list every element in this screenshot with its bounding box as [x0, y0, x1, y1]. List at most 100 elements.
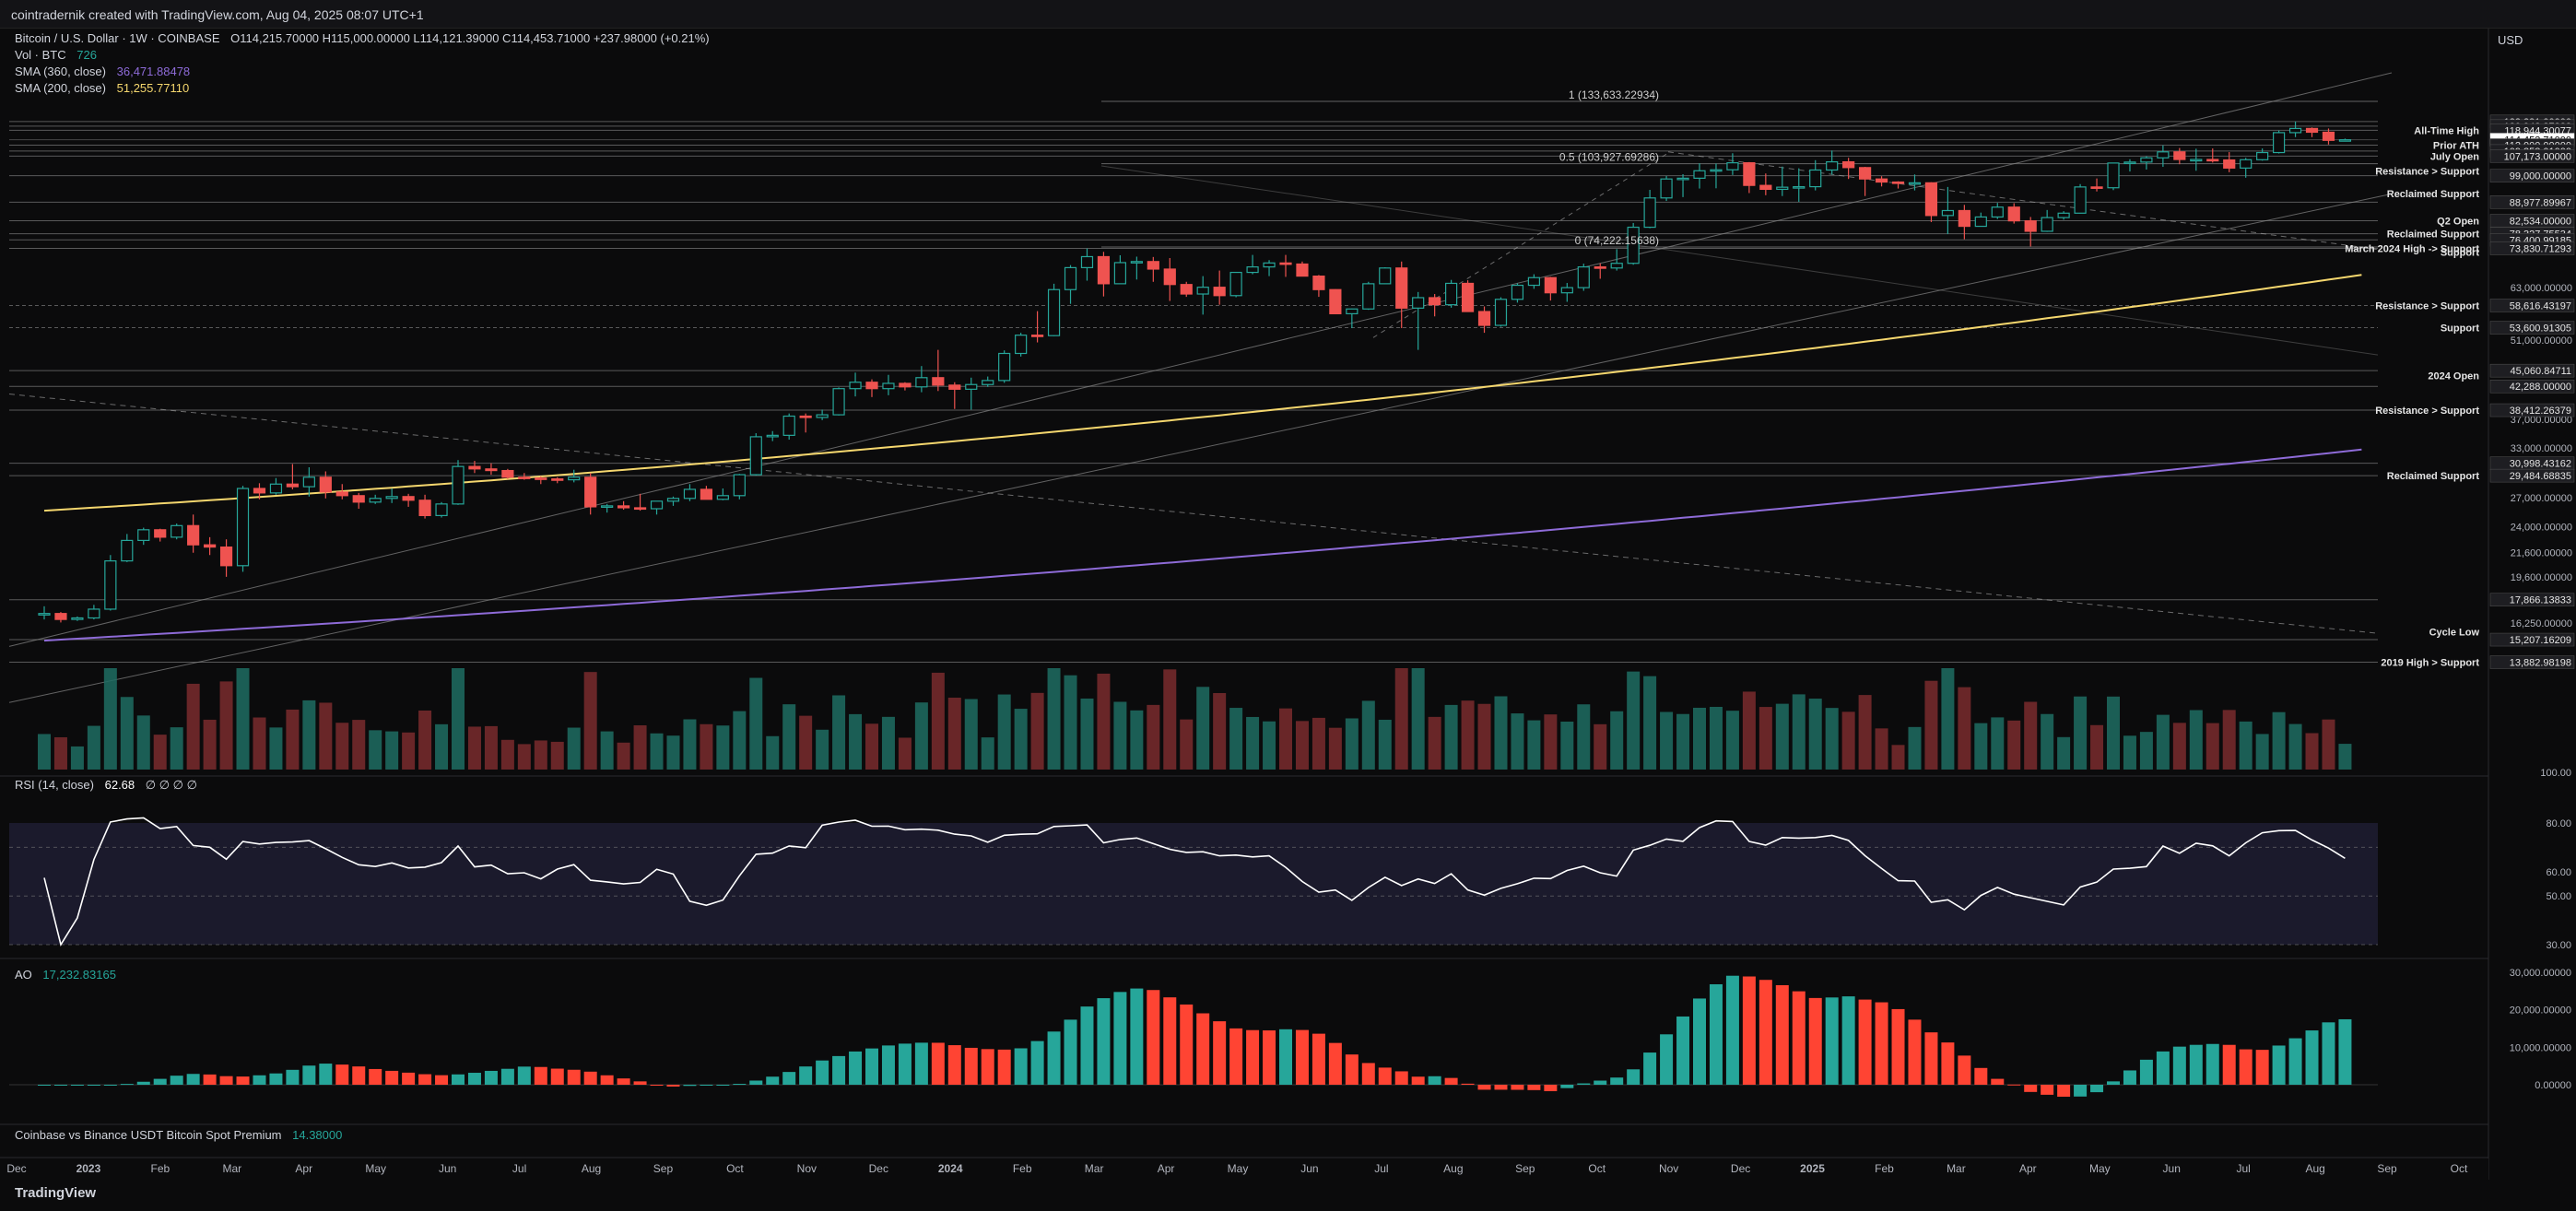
ao-bar: [832, 1055, 846, 1085]
candle: [716, 488, 729, 500]
level-label: Resistance > Support: [2375, 300, 2479, 312]
candle-body: [1015, 335, 1028, 355]
volume-bar: [898, 737, 912, 770]
ao-bar: [38, 1085, 51, 1086]
volume-legend[interactable]: Vol · BTC 726: [15, 48, 97, 62]
candle-body: [335, 491, 348, 497]
axis-tag-label: 73,830.71293: [2510, 243, 2571, 254]
ao-bar: [1328, 1042, 1342, 1085]
ao-bar: [1064, 1019, 1077, 1085]
ao-bar: [1875, 1002, 1888, 1085]
candles[interactable]: [38, 121, 2352, 623]
volume-bar: [467, 726, 481, 770]
axis-tag-label: 17,866.13833: [2510, 595, 2571, 606]
candle: [568, 469, 581, 483]
candle: [1113, 254, 1127, 285]
volume-bar: [2057, 736, 2071, 770]
volume-bar: [782, 704, 796, 770]
ao-bar: [236, 1076, 250, 1085]
currency-label[interactable]: USD: [2498, 33, 2523, 47]
ao-bar: [2139, 1059, 2153, 1085]
candle: [932, 349, 945, 392]
candle-body: [1809, 169, 1822, 188]
candle-body: [915, 377, 928, 388]
volume-bar: [1444, 704, 1458, 770]
candle: [1941, 186, 1954, 235]
ao-bar: [2255, 1050, 2269, 1085]
footer-bg: [0, 1180, 2576, 1211]
candle-body: [2024, 220, 2037, 232]
candle-body: [2223, 159, 2236, 169]
ao-bar: [633, 1081, 647, 1085]
volume-bar: [1428, 716, 1441, 770]
volume-bar: [849, 713, 863, 770]
candle-body: [435, 503, 448, 516]
rsi-legend[interactable]: RSI (14, close) 62.68 ∅ ∅ ∅ ∅: [15, 778, 197, 793]
candle-body: [1379, 267, 1392, 285]
ao-bar: [70, 1085, 84, 1086]
price-axis[interactable]: 100,000.0000063,000.0000051,000.0000037,…: [2489, 28, 2576, 1180]
candle: [335, 484, 348, 500]
candle-body: [352, 495, 365, 503]
volume-bar: [1180, 719, 1194, 770]
time-axis[interactable]: Dec 2023 Feb Mar Apr May Jun Jul Aug Sep Oct Nov Dec…: [0, 1158, 2576, 1211]
ao-legend[interactable]: AO 17,232.83165: [15, 968, 116, 982]
time-tick: Jul: [512, 1162, 526, 1175]
candle: [1875, 176, 1888, 187]
level-label: All-Time High: [2414, 125, 2479, 136]
candle: [1494, 297, 1508, 327]
candle-body: [982, 380, 994, 385]
ao-bar: [766, 1076, 780, 1085]
candle: [1759, 173, 1772, 195]
volume-bar: [435, 723, 449, 770]
sma200-legend[interactable]: SMA (200, close) 51,255.77110: [15, 81, 189, 95]
premium-legend[interactable]: Coinbase vs Binance USDT Bitcoin Spot Pr…: [15, 1128, 342, 1142]
candle-body: [601, 505, 614, 508]
volume-bar: [2090, 724, 2104, 770]
candle-body: [1793, 185, 1806, 189]
volume-bar: [136, 715, 150, 770]
sma200-line: [43, 274, 2362, 512]
volume-bar: [219, 681, 233, 770]
symbol-title[interactable]: Bitcoin / U.S. Dollar · 1W · COINBASE: [15, 31, 220, 45]
candle: [2007, 203, 2020, 224]
axis-tag: [2489, 632, 2575, 647]
candle: [2338, 138, 2352, 142]
candle: [286, 464, 299, 489]
volume-bar: [700, 723, 713, 770]
volume-bar: [733, 711, 747, 770]
sma360-legend[interactable]: SMA (360, close) 36,471.88478: [15, 65, 190, 78]
volume-bar: [2172, 723, 2186, 770]
candle: [1263, 260, 1276, 276]
ao-bar: [2007, 1084, 2021, 1086]
candle: [485, 463, 498, 476]
candle-body: [1196, 287, 1209, 295]
candle-body: [1577, 266, 1590, 288]
tradingview-logo[interactable]: TradingView: [15, 1185, 97, 1201]
ao-bar: [517, 1066, 531, 1085]
axis-tag-label: 30,998.43162: [2510, 459, 2571, 470]
axis-tick: 19,600.00000: [2511, 572, 2572, 583]
volume-bar: [1263, 721, 1276, 770]
candle-body: [1924, 182, 1938, 217]
time-tick: Dec: [1731, 1162, 1750, 1175]
candle-body: [849, 382, 862, 390]
candle: [2322, 128, 2335, 145]
time-axis-bg: [0, 1158, 2488, 1180]
candle: [88, 605, 100, 620]
ao-bar: [2322, 1022, 2335, 1085]
ao-bar: [103, 1085, 117, 1086]
candle-body: [1710, 169, 1723, 172]
symbol-legend[interactable]: Bitcoin / U.S. Dollar · 1W · COINBASE O1…: [15, 31, 710, 45]
volume-bar: [1511, 713, 1524, 770]
candle-body: [650, 500, 664, 510]
volume-bar: [1097, 673, 1111, 770]
time-tick: May: [2089, 1162, 2111, 1175]
candle: [849, 372, 862, 397]
volume-bar: [2272, 711, 2286, 770]
ao-bar: [881, 1045, 895, 1085]
candle-body: [269, 483, 283, 494]
ao-bar: [683, 1085, 697, 1087]
candle-body: [666, 498, 680, 502]
